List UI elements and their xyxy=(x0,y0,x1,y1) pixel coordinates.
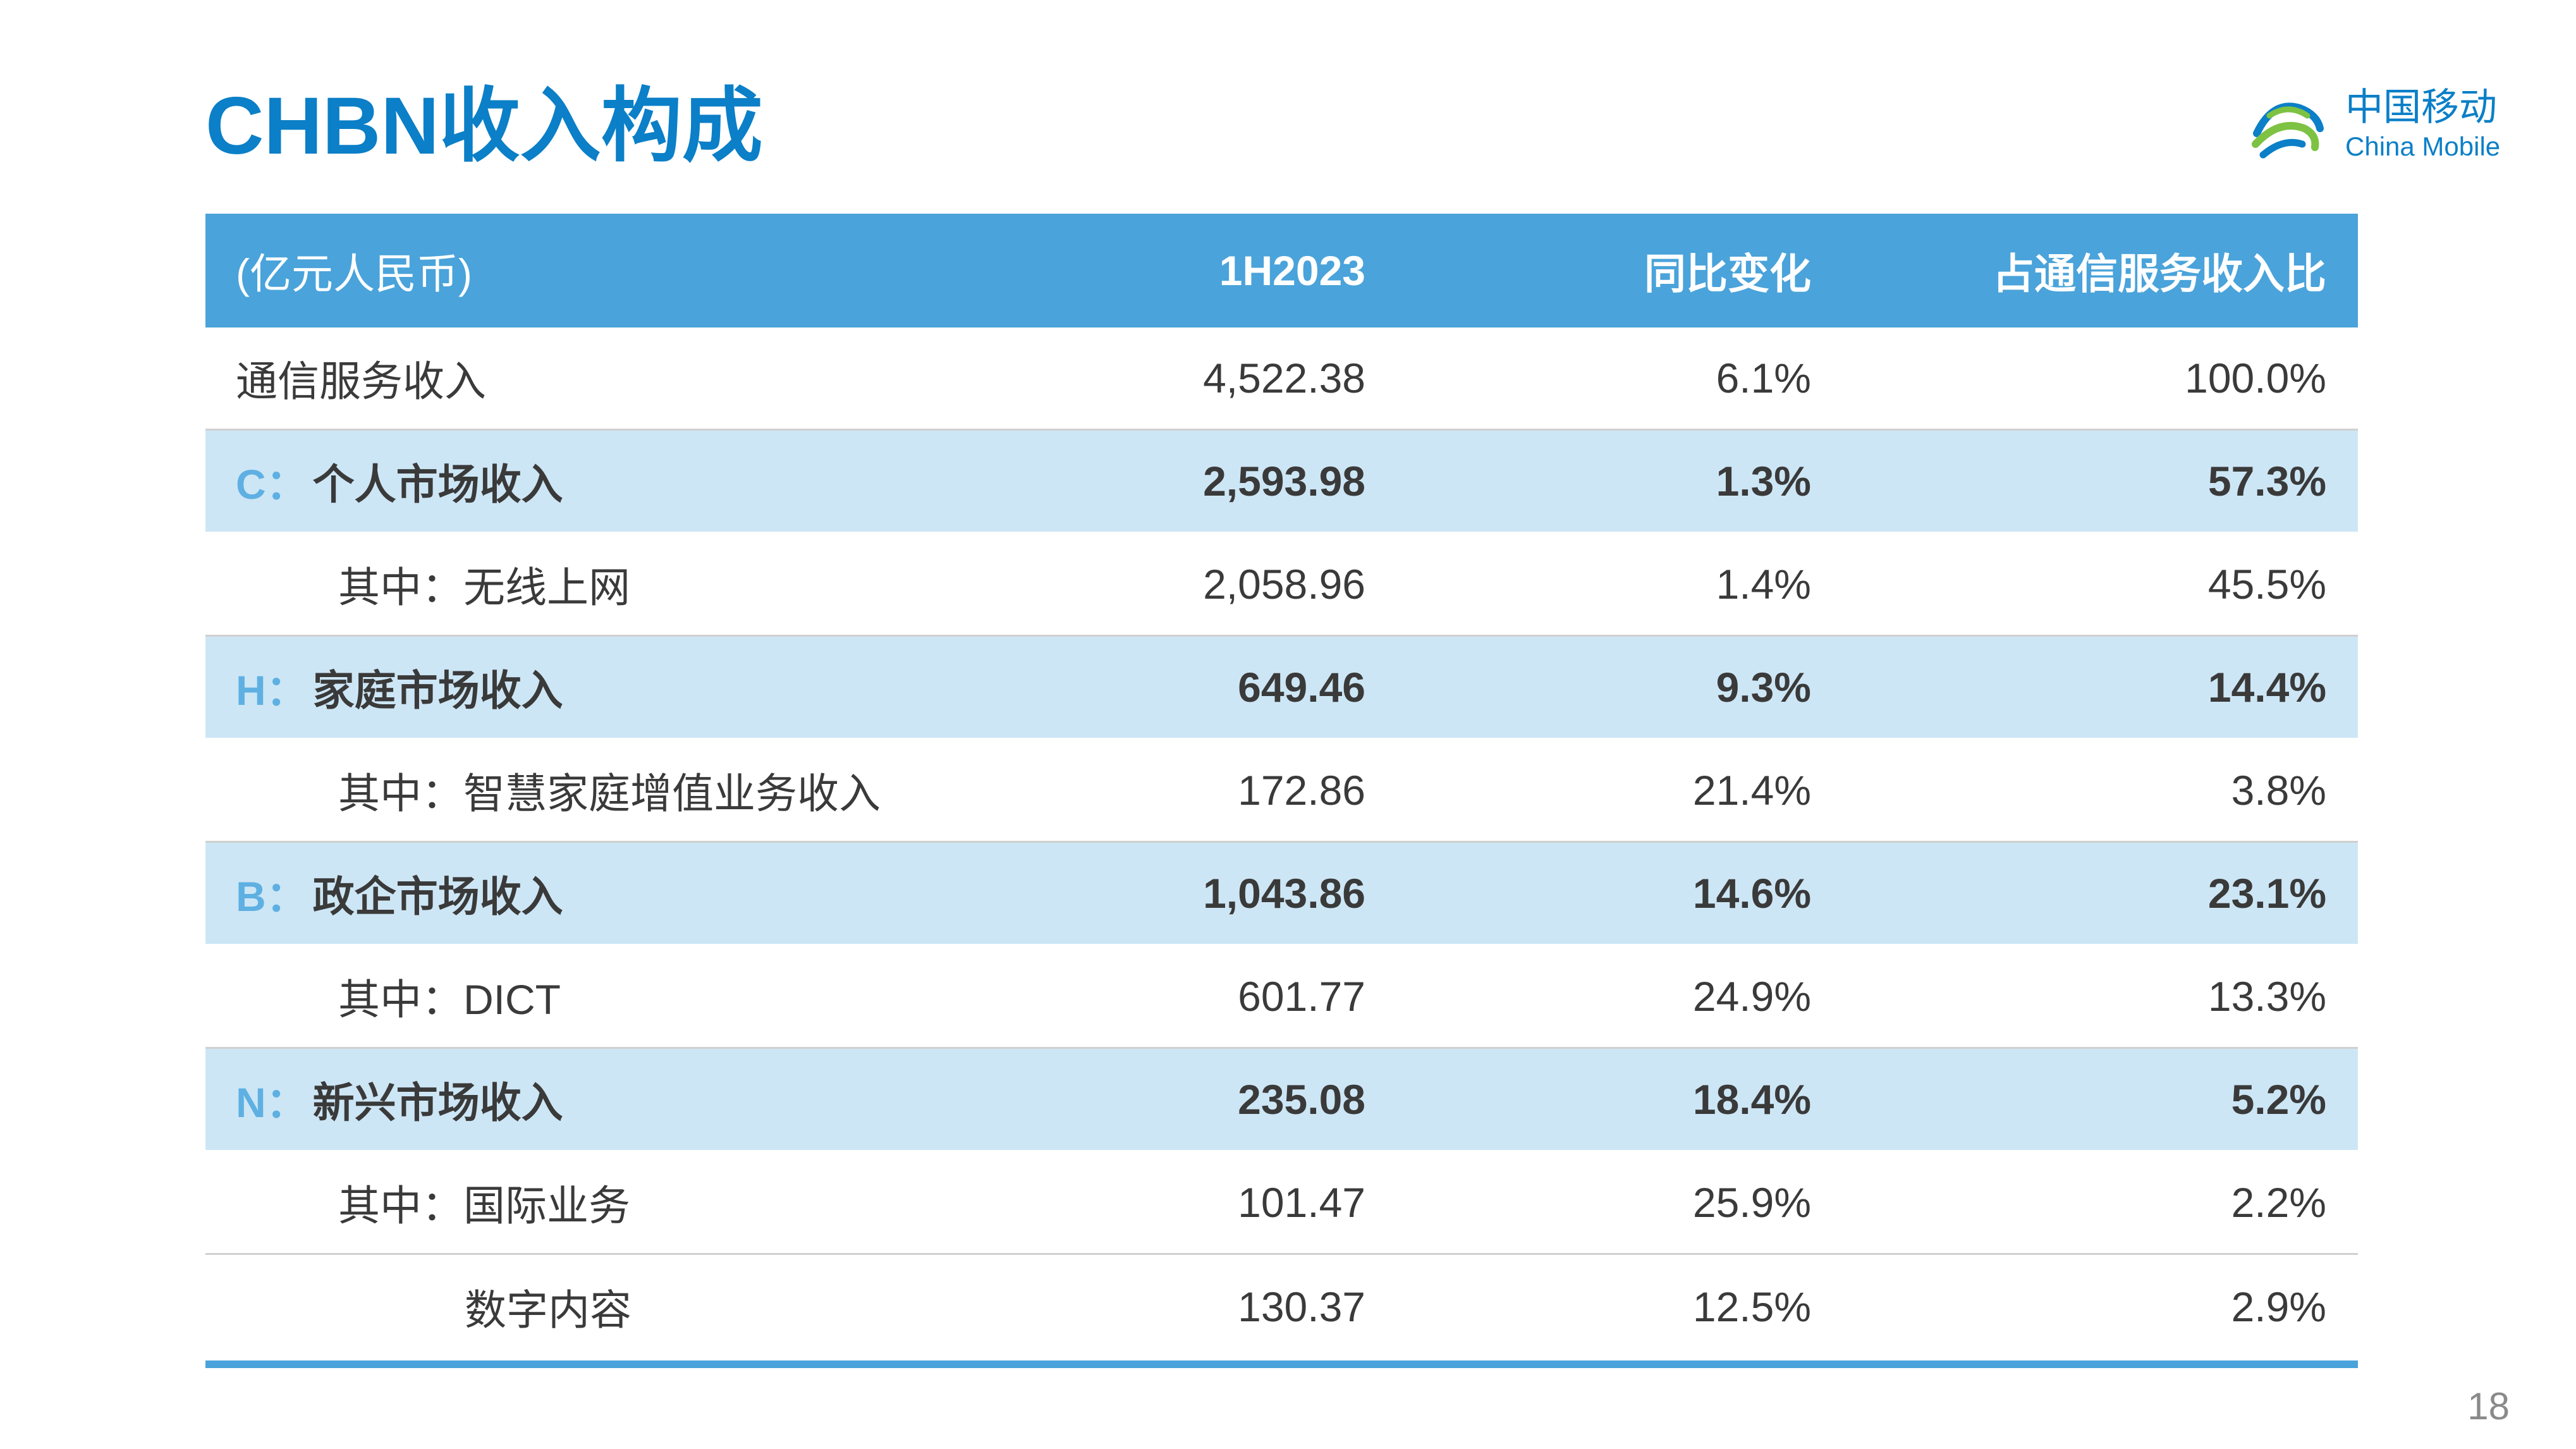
row-label: 其中：智慧家庭增值业务收入 xyxy=(338,740,881,841)
table-row: 其中：国际业务 101.47 25.9% 2.2% xyxy=(205,1152,2358,1255)
row-yoy: 14.6% xyxy=(1692,870,1811,917)
row-value: 1,043.86 xyxy=(1203,870,1365,917)
row-label-text: 通信服务收入 xyxy=(236,358,486,405)
row-value: 2,058.96 xyxy=(1203,561,1365,608)
header-unit: (亿元人民币) xyxy=(236,250,472,297)
china-mobile-logo: 中国移动 China Mobile xyxy=(2244,79,2522,174)
row-share: 13.3% xyxy=(2207,973,2326,1020)
row-yoy: 24.9% xyxy=(1692,973,1811,1020)
row-share: 14.4% xyxy=(2207,664,2326,711)
row-label: 通信服务收入 xyxy=(236,327,486,429)
row-yoy: 25.9% xyxy=(1692,1179,1811,1226)
table-row-category: N： 新兴市场收入 235.08 18.4% 5.2% xyxy=(205,1049,2358,1152)
row-label-text: 家庭市场收入 xyxy=(312,667,563,714)
row-yoy: 9.3% xyxy=(1716,664,1811,711)
row-label: N： 新兴市场收入 xyxy=(236,1049,563,1150)
row-yoy: 12.5% xyxy=(1692,1283,1811,1330)
header-share: 占通信服务收入比 xyxy=(1993,250,2326,297)
row-value: 235.08 xyxy=(1238,1076,1365,1123)
row-value: 4,522.38 xyxy=(1203,355,1365,401)
table-row: 其中：智慧家庭增值业务收入 172.86 21.4% 3.8% xyxy=(205,740,2358,843)
row-share: 100.0% xyxy=(2185,355,2326,401)
logo-chinese-text: 中国移动 xyxy=(2345,86,2497,128)
revenue-table: (亿元人民币) 1H2023 同比变化 占通信服务收入比 通信服务收入 4,52… xyxy=(205,214,2358,1358)
row-yoy: 18.4% xyxy=(1692,1076,1811,1123)
row-value: 2,593.98 xyxy=(1203,458,1365,504)
row-label: 其中：无线上网 xyxy=(338,534,630,635)
page-title: CHBN收入构成 xyxy=(205,81,763,171)
row-yoy: 1.3% xyxy=(1716,458,1811,504)
row-label: C： 个人市场收入 xyxy=(236,431,563,532)
row-label-text: 个人市场收入 xyxy=(312,461,563,508)
row-value: 101.47 xyxy=(1238,1179,1365,1226)
row-label: B： 政企市场收入 xyxy=(236,843,563,944)
table-row: 其中：无线上网 2,058.96 1.4% 45.5% xyxy=(205,534,2358,637)
row-label: 其中：DICT xyxy=(338,946,561,1047)
table-header-row: (亿元人民币) 1H2023 同比变化 占通信服务收入比 xyxy=(205,214,2358,327)
table-bottom-border xyxy=(205,1360,2358,1368)
row-label-text: 数字内容 xyxy=(465,1286,632,1333)
row-share: 45.5% xyxy=(2207,561,2326,608)
row-share: 23.1% xyxy=(2207,870,2326,917)
row-value: 649.46 xyxy=(1238,664,1365,711)
table-row: 数字内容 130.37 12.5% 2.9% xyxy=(205,1255,2358,1358)
table-row-category: B： 政企市场收入 1,043.86 14.6% 23.1% xyxy=(205,843,2358,946)
header-yoy: 同比变化 xyxy=(1644,250,1811,297)
row-label: H： 家庭市场收入 xyxy=(236,637,563,738)
row-prefix: C： xyxy=(236,461,308,508)
table-row: 通信服务收入 4,522.38 6.1% 100.0% xyxy=(205,327,2358,431)
row-prefix: N： xyxy=(236,1079,308,1126)
row-share: 2.9% xyxy=(2231,1283,2326,1330)
table-row: 其中：DICT 601.77 24.9% 13.3% xyxy=(205,946,2358,1049)
row-label: 其中：国际业务 xyxy=(338,1152,630,1253)
table-row-category: H： 家庭市场收入 649.46 9.3% 14.4% xyxy=(205,637,2358,740)
header-period: 1H2023 xyxy=(1219,247,1365,294)
row-share: 3.8% xyxy=(2231,767,2326,814)
row-label-text: 其中：智慧家庭增值业务收入 xyxy=(338,770,881,817)
table-row-category: C： 个人市场收入 2,593.98 1.3% 57.3% xyxy=(205,431,2358,534)
row-share: 57.3% xyxy=(2207,458,2326,504)
row-value: 130.37 xyxy=(1238,1283,1365,1330)
row-yoy: 21.4% xyxy=(1692,767,1811,814)
row-value: 601.77 xyxy=(1238,973,1365,1020)
row-label-text: 其中：无线上网 xyxy=(338,564,630,611)
logo-english-text: China Mobile xyxy=(2345,131,2501,161)
row-prefix: H： xyxy=(236,667,308,714)
row-label-text: 新兴市场收入 xyxy=(312,1079,563,1126)
row-yoy: 1.4% xyxy=(1716,561,1811,608)
row-label-text: 其中：DICT xyxy=(338,976,561,1023)
row-value: 172.86 xyxy=(1238,767,1365,814)
row-prefix: B： xyxy=(236,873,308,920)
row-label-text: 其中：国际业务 xyxy=(338,1182,630,1229)
row-label-text: 政企市场收入 xyxy=(312,873,563,920)
row-share: 2.2% xyxy=(2231,1179,2326,1226)
page-number: 18 xyxy=(2467,1385,2510,1428)
row-share: 5.2% xyxy=(2231,1076,2326,1123)
row-yoy: 6.1% xyxy=(1716,355,1811,401)
row-label: 数字内容 xyxy=(465,1255,632,1358)
china-mobile-logo-icon xyxy=(2252,102,2324,159)
